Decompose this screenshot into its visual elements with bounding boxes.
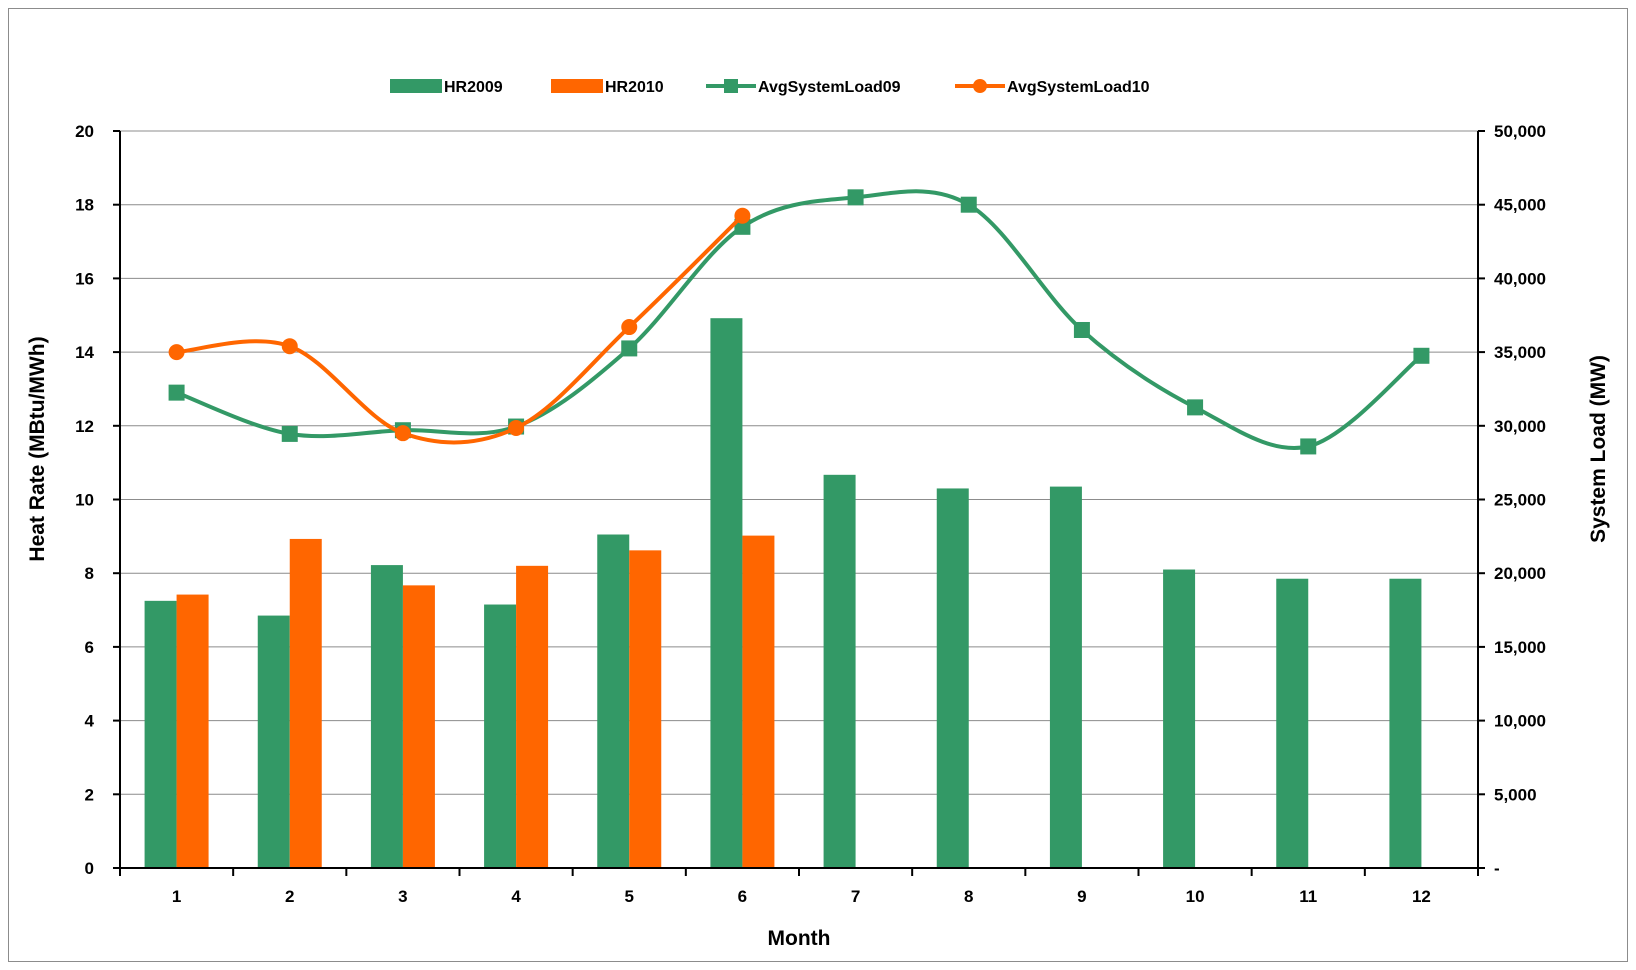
legend-marker-avgsystemload10 bbox=[973, 79, 987, 93]
marker-avgsystemload09 bbox=[734, 218, 751, 235]
x-tick-label: 1 bbox=[172, 887, 181, 906]
y2-tick-label: 20,000 bbox=[1494, 564, 1546, 583]
y2-axis-title: System Load (MW) bbox=[1587, 355, 1610, 543]
marker-avgsystemload09 bbox=[621, 340, 638, 357]
y-tick-label: 18 bbox=[75, 196, 94, 215]
axes-layer: 02468101214161820-5,00010,00015,00020,00… bbox=[75, 122, 1546, 906]
bar-hr2010 bbox=[742, 535, 775, 868]
marker-avgsystemload09 bbox=[1413, 347, 1430, 364]
marker-avgsystemload10 bbox=[394, 425, 411, 442]
bar-hr2009 bbox=[1049, 486, 1082, 868]
y-tick-label: 8 bbox=[85, 564, 94, 583]
y-tick-label: 6 bbox=[85, 638, 94, 657]
x-tick-label: 3 bbox=[398, 887, 407, 906]
y-axis-title: Heat Rate (MBtu/MWh) bbox=[26, 336, 49, 561]
lines-layer bbox=[168, 189, 1430, 455]
bar-hr2010 bbox=[289, 538, 322, 868]
marker-avgsystemload09 bbox=[1187, 399, 1204, 416]
y2-tick-label: - bbox=[1494, 859, 1500, 878]
marker-avgsystemload10 bbox=[621, 319, 638, 336]
x-axis-title: Month bbox=[768, 927, 831, 950]
x-tick-label: 6 bbox=[738, 887, 747, 906]
x-tick-label: 5 bbox=[625, 887, 634, 906]
chart-frame bbox=[8, 8, 1628, 962]
y2-tick-label: 50,000 bbox=[1494, 122, 1546, 141]
bar-hr2009 bbox=[257, 615, 290, 868]
y2-tick-label: 30,000 bbox=[1494, 417, 1546, 436]
y-tick-label: 12 bbox=[75, 417, 94, 436]
marker-avgsystemload09 bbox=[847, 189, 864, 206]
y-tick-label: 16 bbox=[75, 269, 94, 288]
bar-hr2009 bbox=[484, 604, 517, 868]
x-tick-label: 12 bbox=[1412, 887, 1431, 906]
legend-label-avgsystemload10: AvgSystemLoad10 bbox=[1007, 79, 1150, 96]
y-tick-label: 0 bbox=[85, 859, 94, 878]
y-tick-label: 2 bbox=[85, 785, 94, 804]
y-tick-label: 14 bbox=[75, 343, 94, 362]
marker-avgsystemload09 bbox=[1073, 321, 1090, 338]
x-tick-label: 11 bbox=[1299, 887, 1317, 906]
y2-tick-label: 25,000 bbox=[1494, 491, 1546, 510]
x-tick-label: 10 bbox=[1186, 887, 1205, 906]
legend-label-avgsystemload09: AvgSystemLoad09 bbox=[758, 79, 901, 96]
x-tick-label: 4 bbox=[511, 887, 521, 906]
legend-swatch-hr2010 bbox=[551, 79, 603, 93]
grid-layer bbox=[120, 130, 1478, 795]
legend-marker-avgsystemload09 bbox=[724, 79, 738, 93]
marker-avgsystemload09 bbox=[168, 384, 185, 401]
bars-layer bbox=[144, 318, 1422, 868]
y2-tick-label: 45,000 bbox=[1494, 196, 1546, 215]
y2-tick-label: 5,000 bbox=[1494, 785, 1537, 804]
line-avgsystemload10 bbox=[176, 214, 744, 445]
bar-hr2009 bbox=[144, 600, 177, 868]
y2-tick-label: 15,000 bbox=[1494, 638, 1546, 657]
y2-tick-label: 40,000 bbox=[1494, 269, 1546, 288]
bar-hr2009 bbox=[1276, 578, 1309, 868]
legend-swatch-hr2009 bbox=[390, 79, 442, 93]
bar-hr2010 bbox=[629, 550, 662, 868]
bar-hr2009 bbox=[710, 318, 743, 868]
legend-layer: HR2009 HR2010 AvgSystemLoad09 AvgSystemLoad… bbox=[390, 79, 1150, 96]
bar-hr2010 bbox=[402, 585, 435, 868]
bar-hr2010 bbox=[176, 594, 209, 868]
marker-avgsystemload09 bbox=[281, 425, 298, 442]
y2-tick-label: 35,000 bbox=[1494, 343, 1546, 362]
bar-hr2010 bbox=[516, 565, 549, 868]
y-tick-label: 10 bbox=[75, 491, 94, 510]
legend-label-hr2010: HR2010 bbox=[605, 79, 664, 96]
line-avgsystemload09 bbox=[175, 189, 1423, 450]
y-tick-label: 20 bbox=[75, 122, 94, 141]
bar-hr2009 bbox=[823, 474, 856, 868]
legend-label-hr2009: HR2009 bbox=[444, 79, 503, 96]
y2-tick-label: 10,000 bbox=[1494, 712, 1546, 731]
y-tick-label: 4 bbox=[85, 712, 95, 731]
marker-avgsystemload09 bbox=[1300, 438, 1317, 455]
x-tick-label: 7 bbox=[851, 887, 860, 906]
bar-hr2009 bbox=[597, 534, 630, 868]
bar-hr2009 bbox=[1163, 569, 1196, 868]
marker-avgsystemload10 bbox=[734, 207, 751, 224]
x-tick-label: 8 bbox=[964, 887, 973, 906]
marker-avgsystemload10 bbox=[508, 420, 525, 437]
marker-avgsystemload10 bbox=[168, 344, 185, 361]
bar-hr2009 bbox=[1389, 578, 1422, 868]
x-tick-label: 9 bbox=[1077, 887, 1086, 906]
bar-hr2009 bbox=[936, 488, 969, 868]
bar-hr2009 bbox=[370, 565, 403, 868]
marker-avgsystemload10 bbox=[281, 338, 298, 355]
marker-avgsystemload09 bbox=[960, 196, 977, 213]
x-tick-label: 2 bbox=[285, 887, 294, 906]
